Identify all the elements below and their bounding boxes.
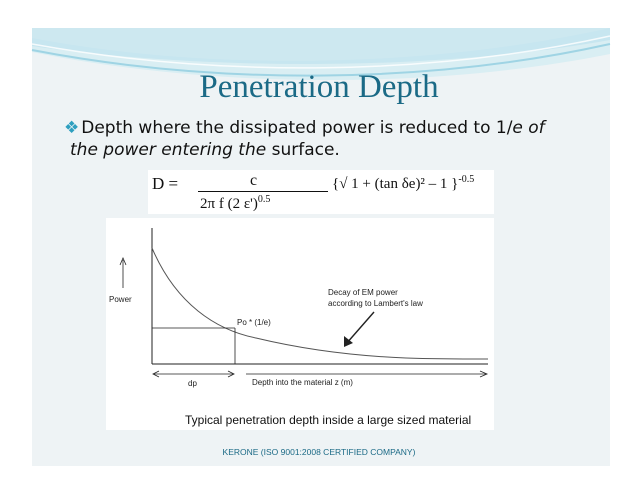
bullet-text-italic1: e of xyxy=(512,118,545,138)
slide-footer: KERONE (ISO 9001:2008 CERTIFIED COMPANY) xyxy=(222,447,416,457)
dp-arrow-left-head xyxy=(152,370,160,378)
annotation-line1: Decay of EM power xyxy=(328,288,398,297)
y-axis-label: Power xyxy=(109,295,132,304)
formula-denominator-exponent: 0.5 xyxy=(257,194,271,205)
slide-title: Penetration Depth xyxy=(199,69,439,105)
bullet-text-part1: Depth where the dissipated power is redu… xyxy=(81,118,513,138)
formula-bracket-exponent: -0.5 xyxy=(458,174,475,185)
formula-lhs: D = xyxy=(152,174,179,193)
formula-denominator: 2π f (2 ε')0.5 xyxy=(200,194,270,213)
diamond-bullet-icon: ❖ xyxy=(64,118,80,138)
bullet-text: ❖ Depth where the dissipated power is red… xyxy=(64,117,584,161)
penetration-depth-figure: Power dp Depth into the material z (m) P… xyxy=(106,218,494,430)
depth-arrow-head xyxy=(479,370,489,378)
dp-label: dp xyxy=(188,379,197,388)
x-axis-label: Depth into the material z (m) xyxy=(252,378,353,387)
bullet-text-part2: surface. xyxy=(266,140,340,160)
dp-arrow-right-head xyxy=(227,370,235,378)
annotation-line2: according to Lambert's law xyxy=(328,299,423,308)
figure-caption: Typical penetration depth inside a large… xyxy=(185,413,472,427)
decay-curve xyxy=(151,247,489,360)
bullet-text-italic2: the power entering the xyxy=(70,140,267,160)
formula-denominator-text: 2π f (2 ε') xyxy=(200,196,258,212)
annotation-arrow xyxy=(345,311,375,345)
annotation-arrow-head xyxy=(344,336,353,347)
formula-bracket: {√ 1 + (tan δe)² – 1 }-0.5 xyxy=(332,174,474,193)
power-arrow-head xyxy=(119,256,127,266)
formula-fraction-line xyxy=(198,191,328,192)
header-swoosh-decoration xyxy=(31,28,611,80)
po-point-label: Po * (1/e) xyxy=(237,318,271,327)
formula-bracket-text: {√ 1 + (tan δe)² – 1 } xyxy=(332,176,459,192)
formula-numerator: c xyxy=(250,172,258,189)
decay-curve-diagram: Power dp Depth into the material z (m) P… xyxy=(109,228,489,388)
penetration-depth-formula: D = c 2π f (2 ε')0.5 {√ 1 + (tan δe)² – … xyxy=(148,170,494,214)
